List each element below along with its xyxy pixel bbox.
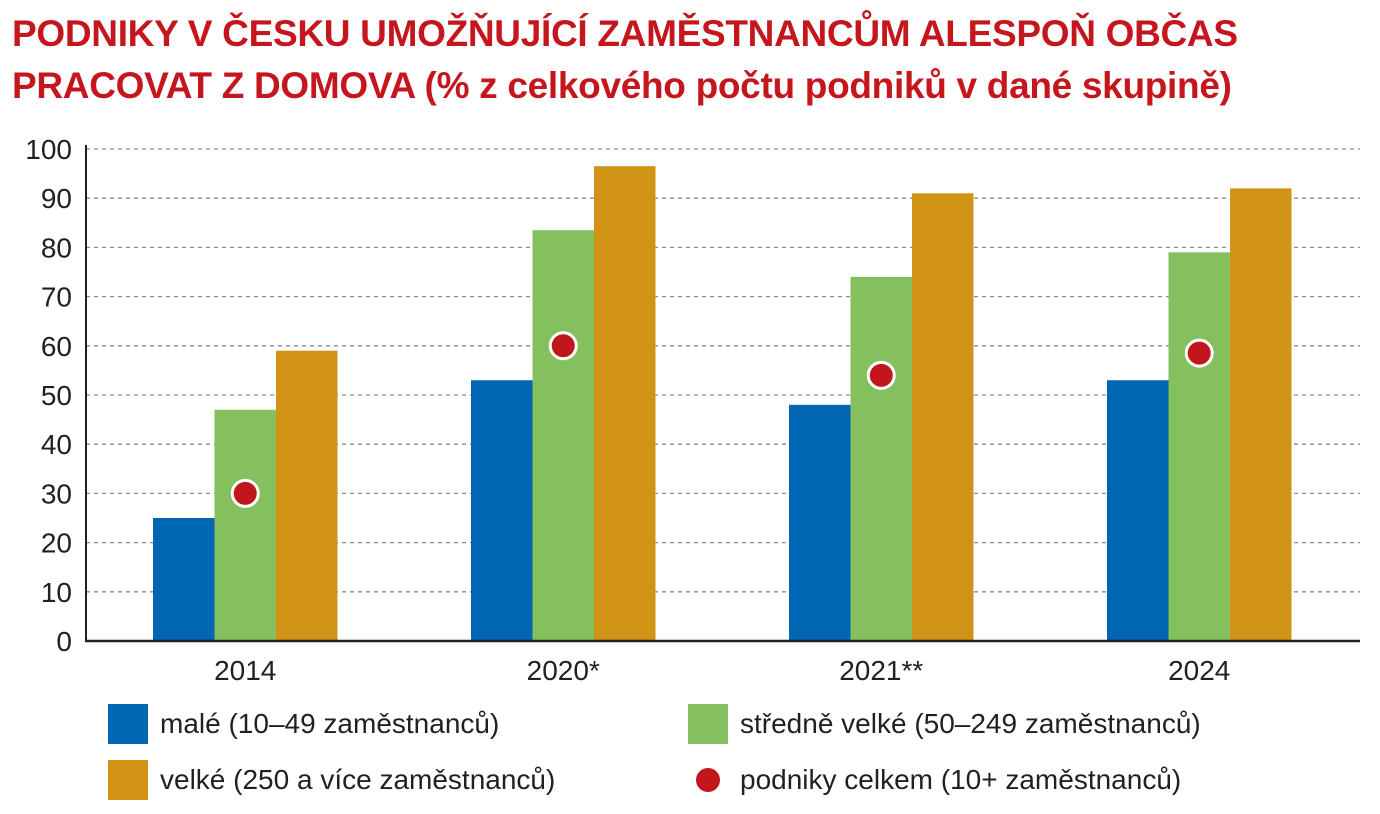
bar-stredne-2020 — [532, 230, 594, 641]
chart-title-line-1: PODNIKY V ČESKU UMOŽŇUJÍCÍ ZAMĚSTNANCŮM … — [12, 13, 1238, 54]
bar-stredne-2014 — [214, 409, 276, 641]
chart-title: PODNIKY V ČESKU UMOŽŇUJÍCÍ ZAMĚSTNANCŮM … — [12, 8, 1372, 112]
y-tick-label: 80 — [41, 232, 72, 263]
bar-velke-2021 — [912, 193, 974, 641]
bar-male-2024 — [1107, 380, 1169, 641]
y-tick-label: 50 — [41, 380, 72, 411]
marker-celkem-2024 — [1184, 338, 1214, 368]
y-tick-label: 100 — [25, 134, 72, 165]
bar-velke-2024 — [1230, 188, 1292, 642]
y-tick-label: 20 — [41, 528, 72, 559]
bar-male-2020 — [471, 380, 533, 641]
bar-male-2014 — [153, 518, 215, 641]
x-tick-label: 2020* — [527, 655, 600, 686]
x-axis-ticks: 2014 2020* 2021** 2024 — [214, 655, 1230, 686]
y-tick-label: 30 — [41, 478, 72, 509]
marker-celkem-2020 — [548, 331, 578, 361]
bar-velke-2014 — [276, 350, 338, 641]
x-tick-label: 2014 — [214, 655, 276, 686]
y-axis-ticks: 0 10 20 30 40 50 60 70 80 90 100 — [25, 134, 72, 657]
bar-stredne-2024 — [1168, 252, 1230, 641]
y-tick-label: 10 — [41, 577, 72, 608]
y-tick-label: 60 — [41, 331, 72, 362]
y-tick-label: 70 — [41, 282, 72, 313]
y-tick-label: 0 — [56, 626, 72, 657]
marker-celkem-2021 — [866, 360, 896, 390]
chart-title-line-2: PRACOVAT Z DOMOVA (% z celkového počtu p… — [12, 65, 1232, 106]
marker-celkem-2014 — [230, 478, 260, 508]
y-tick-label: 40 — [41, 429, 72, 460]
bar-male-2021 — [789, 404, 851, 641]
x-tick-label: 2021** — [839, 655, 923, 686]
bar-velke-2020 — [594, 166, 656, 641]
bar-stredne-2021 — [850, 276, 912, 641]
total-markers — [230, 331, 1214, 508]
x-tick-label: 2024 — [1168, 655, 1230, 686]
y-tick-label: 90 — [41, 183, 72, 214]
axes — [85, 145, 1360, 643]
bars — [153, 166, 1292, 642]
